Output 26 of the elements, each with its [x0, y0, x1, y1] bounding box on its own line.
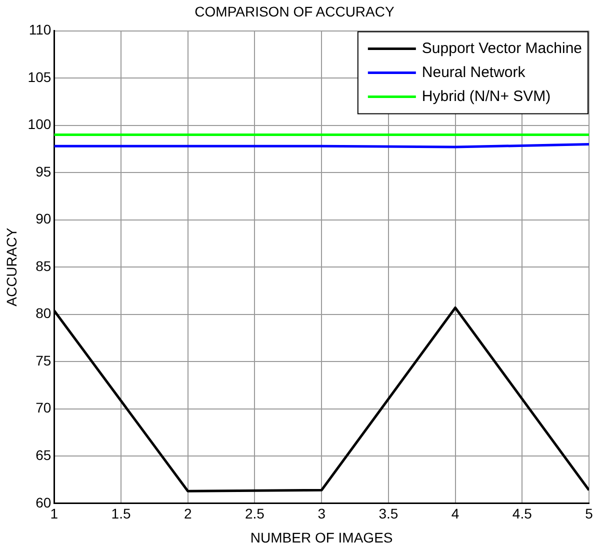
y-tick-label: 90: [36, 210, 52, 227]
y-tick-label: 100: [28, 116, 52, 132]
x-tick-label: 4: [451, 506, 460, 522]
y-tick-label: 95: [36, 163, 52, 180]
x-tick-label: 4.5: [512, 506, 532, 522]
y-tick-label: 80: [36, 305, 52, 322]
legend-label: Neural Network: [422, 64, 526, 81]
chart-title: COMPARISON OF ACCURACY: [194, 3, 395, 20]
y-tick-label: 105: [28, 68, 52, 85]
x-tick-label: 1: [50, 506, 58, 522]
y-tick-label: 70: [36, 400, 52, 416]
y-axis-title: ACCURACY: [3, 227, 20, 306]
x-axis-title: NUMBER OF IMAGES: [250, 529, 393, 546]
x-tick-label: 5: [585, 506, 594, 522]
y-tick-label: 75: [36, 352, 52, 368]
y-tick-label: 65: [36, 447, 52, 463]
y-tick-label: 110: [28, 22, 52, 38]
legend-label: Hybrid (N/N+ SVM): [422, 88, 551, 105]
y-tick-label: 60: [36, 494, 52, 510]
x-tick-label: 2.5: [244, 506, 265, 522]
legend-label: Support Vector Machine: [422, 40, 582, 57]
x-tick-label: 2: [184, 506, 192, 522]
x-tick-label: 3: [318, 506, 326, 522]
x-tick-label: 3.5: [378, 506, 398, 522]
y-tick-label: 85: [36, 258, 52, 274]
x-tick-label: 1.5: [111, 506, 131, 522]
